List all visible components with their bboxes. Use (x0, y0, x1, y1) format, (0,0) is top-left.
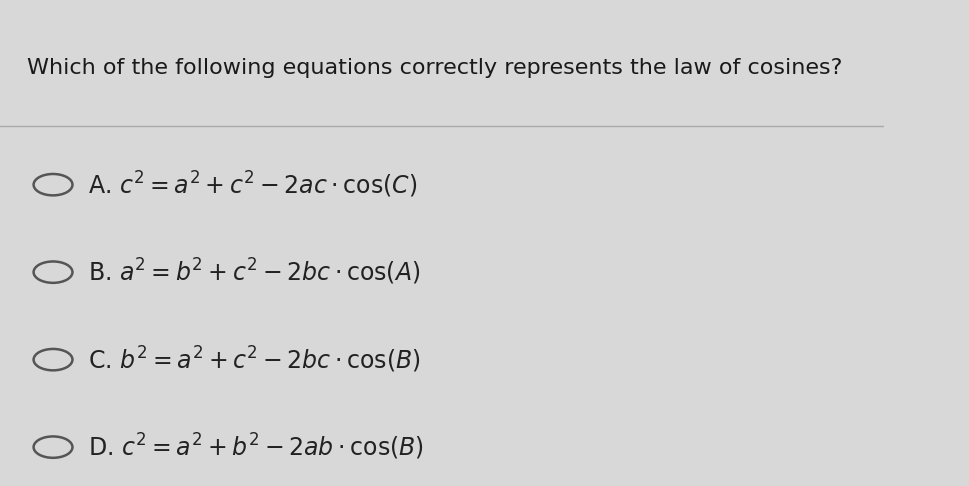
Text: B. $a^2 = b^2 + c^2 - 2bc \cdot \cos(A)$: B. $a^2 = b^2 + c^2 - 2bc \cdot \cos(A)$ (88, 257, 421, 287)
Text: A. $c^2 = a^2 + c^2 - 2ac \cdot \cos(C)$: A. $c^2 = a^2 + c^2 - 2ac \cdot \cos(C)$ (88, 170, 418, 200)
Text: D. $c^2 = a^2 + b^2 - 2ab \cdot \cos(B)$: D. $c^2 = a^2 + b^2 - 2ab \cdot \cos(B)$ (88, 432, 423, 462)
Text: Which of the following equations correctly represents the law of cosines?: Which of the following equations correct… (26, 58, 841, 78)
Text: C. $b^2 = a^2 + c^2 - 2bc \cdot \cos(B)$: C. $b^2 = a^2 + c^2 - 2bc \cdot \cos(B)$ (88, 345, 421, 375)
